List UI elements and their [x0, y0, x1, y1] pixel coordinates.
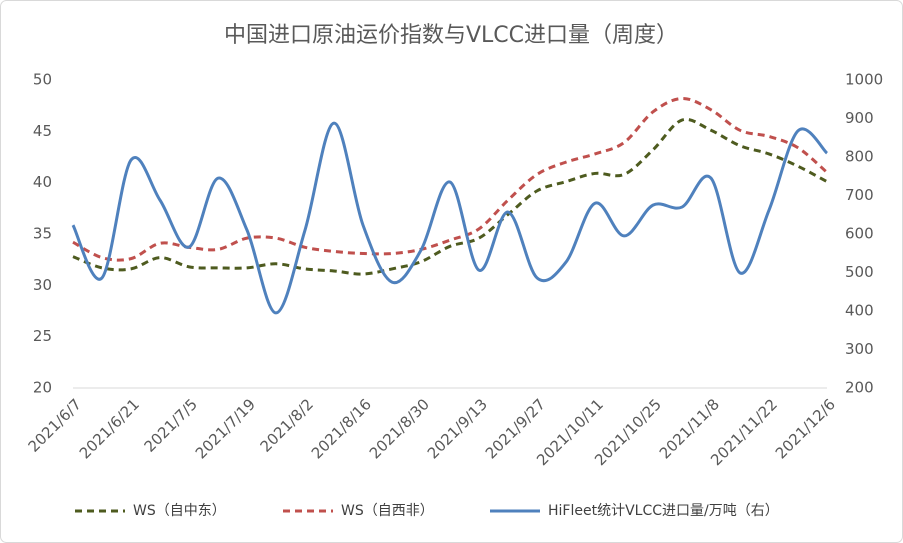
legend-label: WS（自西非） [341, 503, 434, 519]
legend-label: WS（自中东） [133, 503, 226, 519]
line-series [72, 96, 828, 262]
y2-tick-label: 1000 [845, 71, 883, 89]
y-tick-label: 25 [33, 327, 52, 345]
line-series [72, 117, 828, 276]
legend-label: HiFleet统计VLCC进口量/万吨（右） [548, 503, 779, 519]
y-tick-label: 35 [33, 225, 52, 243]
y2-tick-label: 200 [845, 379, 874, 397]
y-tick-label: 50 [33, 71, 52, 89]
y2-tick-label: 900 [845, 109, 874, 127]
chart-title: 中国进口原油运价指数与VLCC进口量（周度） [224, 23, 678, 48]
y-tick-label: 40 [33, 173, 52, 191]
y2-tick-label: 300 [845, 340, 874, 358]
y2-tick-label: 500 [845, 263, 874, 281]
y-tick-label: 45 [33, 122, 52, 140]
line-series [71, 121, 829, 315]
y2-tick-label: 700 [845, 186, 874, 204]
y-tick-label: 30 [33, 276, 52, 294]
y2-tick-label: 800 [845, 148, 874, 166]
y-tick-label: 20 [33, 379, 52, 397]
y2-tick-label: 600 [845, 225, 874, 243]
y2-tick-label: 400 [845, 302, 874, 320]
